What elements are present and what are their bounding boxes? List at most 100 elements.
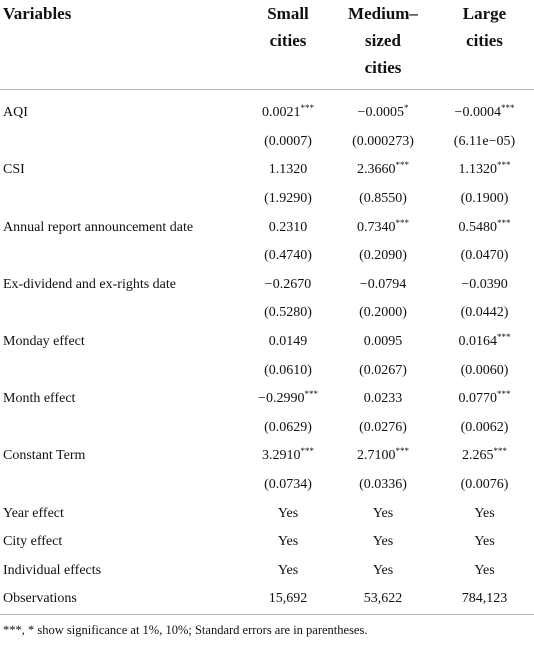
se-row: (0.4740) (0.2090) (0.0470) [0,242,534,271]
coef-row: CSI 1.1320 2.3660*** 1.1320*** [0,156,534,185]
value-cell: 0.0021*** [245,99,331,128]
header-line: cities [269,31,307,50]
coef-row: Month effect −0.2990*** 0.0233 0.0770*** [0,385,534,414]
row-label-blank [0,471,245,500]
coefficient: 0.0164 [458,334,498,350]
value-cell: 0.0164*** [435,328,534,357]
header-line: cities [364,58,402,77]
value-cell: (6.11e−05) [453,133,516,149]
value-cell: −0.2670 [264,276,312,292]
value-cell: (0.2000) [359,305,407,321]
row-label: CSI [3,162,25,178]
se-row: (0.0610) (0.0267) (0.0060) [0,356,534,385]
coefficient: 3.2910 [262,448,301,464]
spacer [0,90,534,100]
coefficient: −0.0004 [454,105,501,121]
value-cell: 0.5480*** [435,213,534,242]
value-cell: Yes [372,562,394,578]
row-label-blank [0,299,245,328]
coef-row: Year effect Yes Yes Yes [0,499,534,528]
value-cell: Yes [277,505,299,521]
value-cell: Yes [277,562,299,578]
value-cell: 0.0149 [268,334,308,350]
significance: *** [500,103,515,114]
row-label-blank [0,185,245,214]
value-cell: −0.0004*** [435,99,534,128]
value-cell: 0.2310 [268,219,308,235]
significance: *** [395,446,410,457]
significance: *** [395,217,410,228]
value-cell: (0.0267) [359,362,407,378]
header-line: cities [466,31,503,50]
value-cell: 1.1320 [268,162,308,178]
significance: *** [497,160,511,171]
value-cell: 0.7340*** [331,213,435,242]
coefficient: 0.0770 [458,391,498,407]
coefficient: 0.5480 [458,219,498,235]
row-label: City effect [3,534,63,550]
value-cell: 15,692 [268,591,308,607]
column-header: Small cities [245,0,331,90]
value-cell: 0.0770*** [435,385,534,414]
value-cell: (0.2090) [359,248,407,264]
row-label: Constant Term [3,448,86,464]
value-cell: Yes [474,562,495,578]
row-label: AQI [3,105,28,121]
row-label: Observations [3,591,77,607]
value-cell: 3.2910*** [245,442,331,471]
column-header: Variables [0,0,245,90]
value-cell: (0.0734) [264,477,312,493]
row-label: Year effect [3,505,64,521]
value-cell: 0.0233 [363,391,403,407]
value-cell: (1.9290) [264,191,312,207]
value-cell: (0.0470) [460,248,509,264]
significance: *** [304,389,318,400]
coefficient: 0.0021 [262,105,301,121]
value-cell: (0.0076) [460,477,509,493]
value-cell: 2.3660*** [331,156,435,185]
value-cell: Yes [474,505,495,521]
significance: *** [395,160,410,171]
coef-row: Individual effects Yes Yes Yes [0,557,534,586]
value-cell: (0.0336) [359,477,407,493]
value-cell: 1.1320*** [435,156,534,185]
se-row: (0.5280) (0.2000) (0.0442) [0,299,534,328]
value-cell: (0.0610) [264,362,312,378]
coef-row: Constant Term 3.2910*** 2.7100*** 2.265 *** [0,442,534,471]
coefficient: 2.265 [462,448,494,464]
se-row: (0.0629) (0.0276) (0.0062) [0,414,534,443]
se-row: (0.0734) (0.0336) (0.0076) [0,471,534,500]
header-line: sized [365,31,401,50]
row-label: Individual effects [3,562,102,578]
value-cell: 2.7100*** [331,442,435,471]
value-cell: (0.0442) [460,305,509,321]
row-label-blank [0,242,245,271]
value-cell: 53,622 [363,591,403,607]
column-header: Medium– sized cities [331,0,435,90]
value-cell: (0.0007) [264,133,312,149]
header-line: Variables [3,4,72,23]
value-cell: −0.0390 [461,276,508,292]
spacer-cell [0,90,534,100]
row-label: Annual report announcement date [3,219,194,235]
coefficient: 2.3660 [357,162,396,178]
value-cell: 0.0095 [363,334,403,350]
coefficient: −0.0005 [357,105,404,121]
coef-row: AQI 0.0021*** −0.0005* −0.0004*** [0,99,534,128]
value-cell: (0.8550) [359,191,407,207]
value-cell: 784,123 [461,591,508,607]
row-label: Monday effect [3,334,85,350]
value-cell: (0.0276) [359,419,407,435]
row-label: Ex-dividend and ex-rights date [3,276,177,292]
significance: *** [497,217,511,228]
header-line: Medium– [348,4,418,23]
value-cell: (0.0062) [460,419,509,435]
row-label: Month effect [3,391,76,407]
value-cell: −0.0794 [359,276,407,292]
value-cell: (0.0629) [264,419,312,435]
column-header: Large cities [435,0,534,90]
significance: *** [497,332,511,343]
value-cell: (0.4740) [264,248,312,264]
value-cell: −0.0005* [331,99,435,128]
